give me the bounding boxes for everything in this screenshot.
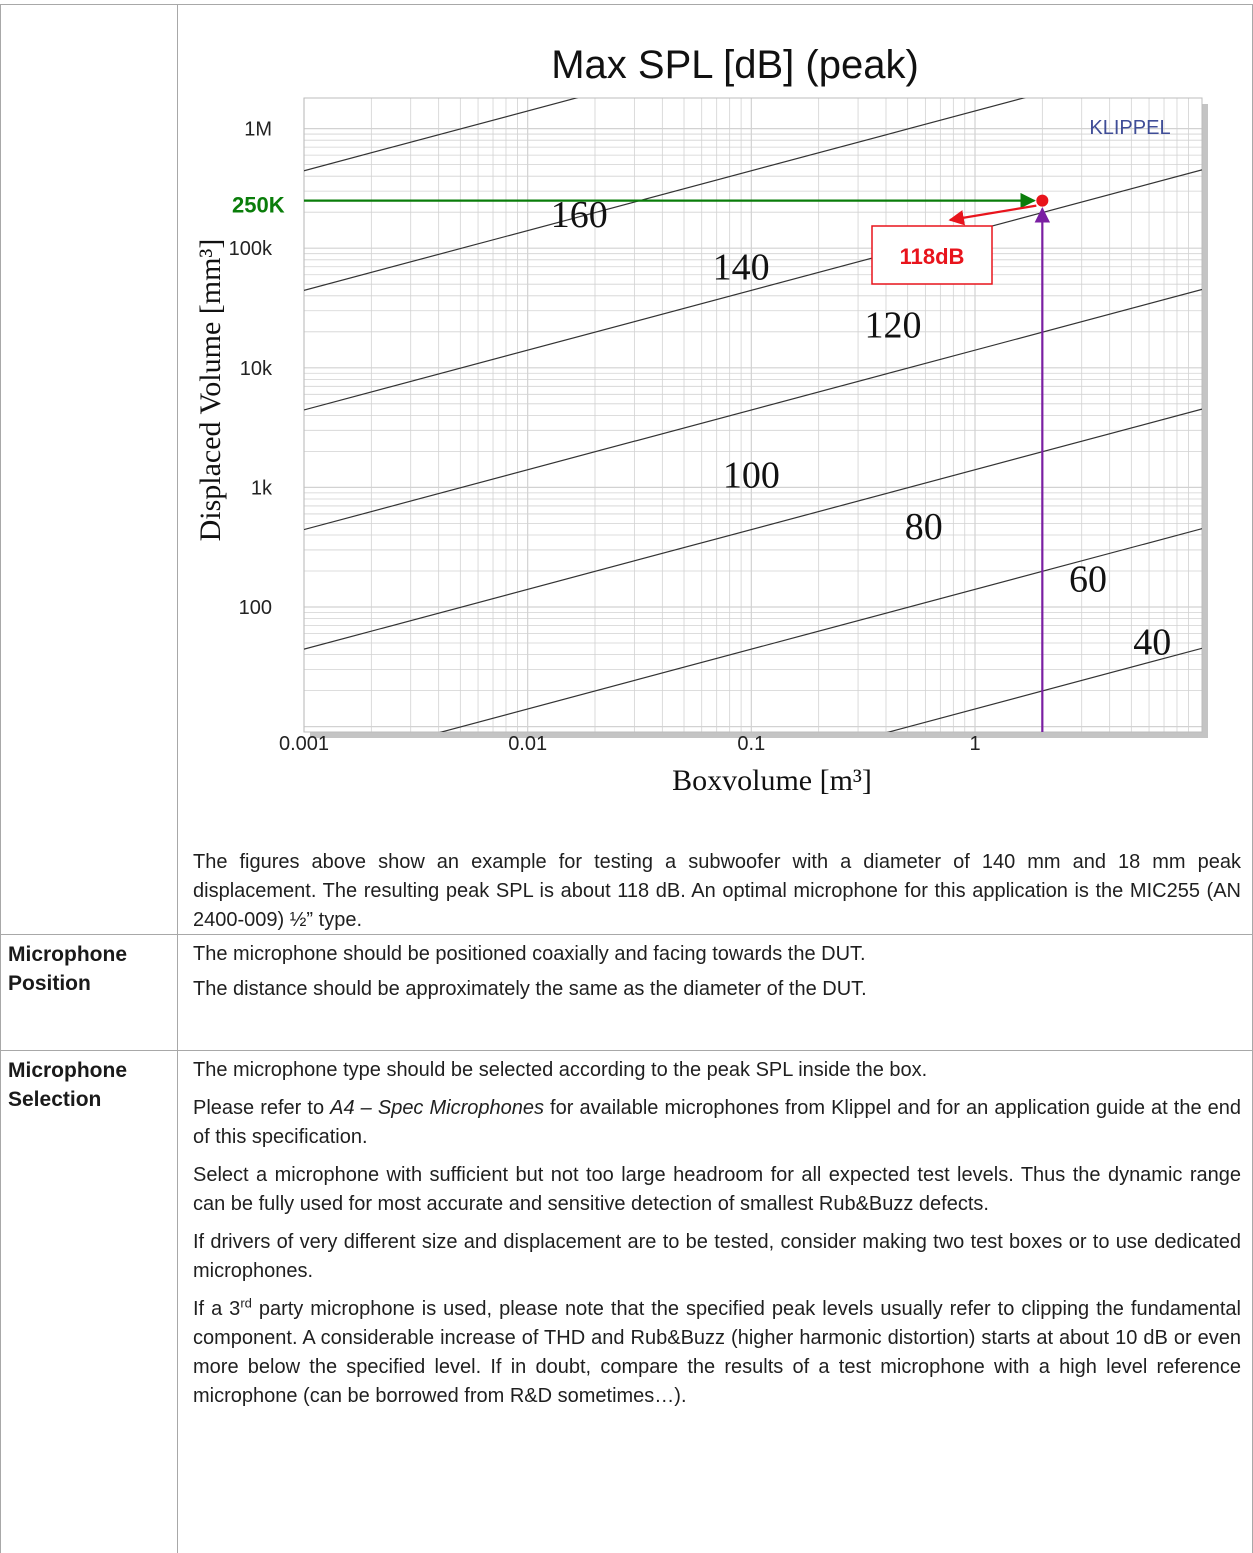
table-top-border <box>0 4 1253 5</box>
contour-label: 100 <box>723 454 780 496</box>
y-axis-ticks: 100 1k 10k 100k 1M <box>229 119 273 619</box>
y-tick-label: 10k <box>240 358 273 380</box>
selection-p2-pre: Please refer to <box>193 1097 331 1119</box>
spl-contours <box>304 98 1202 732</box>
y-marker-label: 250K <box>232 193 285 218</box>
annotations: 250K 118dB <box>232 193 1051 732</box>
column-divider <box>177 4 178 1553</box>
contour-label: 120 <box>865 304 922 346</box>
position-paragraph-2: The distance should be approximately the… <box>193 978 867 1000</box>
result-leader-arrow <box>948 204 1037 226</box>
x-tick-label: 0.01 <box>508 733 547 755</box>
contour-label: 80 <box>905 506 943 548</box>
selection-p5-pre: If a 3 <box>193 1298 241 1320</box>
x-axis-ticks: 0.001 0.01 0.1 1 <box>279 733 981 755</box>
row-divider-1 <box>0 934 1253 935</box>
contour-label: 60 <box>1069 558 1107 600</box>
result-label: 118dB <box>900 244 965 269</box>
figure-description: The figures above show an example for te… <box>193 848 1241 944</box>
selection-paragraph-5: If a 3rd party microphone is used, pleas… <box>193 1295 1241 1411</box>
spl-contour-line <box>304 288 1202 531</box>
grid <box>303 97 1203 733</box>
selection-paragraph-1: The microphone type should be selected a… <box>193 1059 928 1081</box>
selection-p5-post: party microphone is used, please note th… <box>193 1298 1241 1407</box>
spl-contour-line <box>439 528 1202 732</box>
position-content: The microphone should be positioned coax… <box>193 940 1241 1010</box>
spl-contour-line <box>886 647 1202 732</box>
spl-contour-line <box>304 408 1202 650</box>
selection-paragraph-2: Please refer to A4 – Spec Microphones fo… <box>193 1094 1241 1152</box>
y-tick-label: 100k <box>229 238 273 260</box>
spl-contour-line <box>304 98 579 172</box>
chart-title: Max SPL [dB] (peak) <box>551 43 919 87</box>
spl-contour-line <box>304 169 1202 411</box>
selection-p5-sup: rd <box>240 1295 252 1311</box>
contour-label: 40 <box>1133 622 1171 664</box>
position-paragraph-1: The microphone should be positioned coax… <box>193 943 866 965</box>
selection-content: The microphone type should be selected a… <box>193 1056 1241 1420</box>
y-tick-label: 100 <box>239 597 272 619</box>
row-heading-position: Microphone Position <box>8 943 127 995</box>
row-heading-selection: Microphone Selection <box>8 1059 127 1111</box>
x-axis-label: Boxvolume [m³] <box>672 764 872 797</box>
result-box <box>871 225 993 285</box>
y-axis-label: Displaced Volume [mm³] <box>194 239 227 542</box>
result-point <box>1036 194 1049 207</box>
y-tick-label: 1k <box>251 477 273 499</box>
selection-p2-post: for available microphones from Klippel a… <box>193 1097 1241 1148</box>
x-tick-label: 0.001 <box>279 733 329 755</box>
table-left-border <box>0 4 1 1553</box>
selection-paragraph-4: If drivers of very different size and di… <box>193 1231 1241 1282</box>
x-tick-label: 0.1 <box>737 733 765 755</box>
x-tick-label: 1 <box>969 733 980 755</box>
brand-label: KLIPPEL <box>1089 117 1170 139</box>
spl-contour-line <box>304 98 1026 291</box>
spec-reference-link: A4 – Spec Microphones <box>330 1097 544 1119</box>
selection-paragraph-3: Select a microphone with sufficient but … <box>193 1164 1241 1215</box>
contour-label: 140 <box>713 246 770 288</box>
figure-description-text: The figures above show an example for te… <box>193 851 1241 931</box>
y-tick-label: 1M <box>244 119 272 141</box>
row-divider-2 <box>0 1050 1253 1051</box>
plot-border <box>303 97 1203 733</box>
